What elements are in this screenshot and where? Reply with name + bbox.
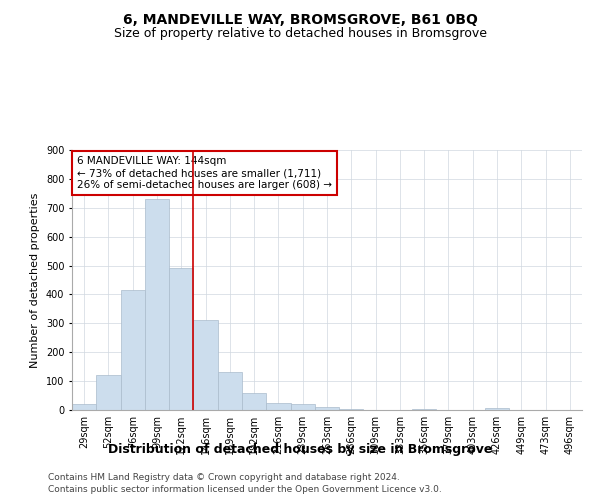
Bar xyxy=(412,408,436,410)
Bar xyxy=(315,407,339,410)
Text: Contains public sector information licensed under the Open Government Licence v3: Contains public sector information licen… xyxy=(48,485,442,494)
Text: Contains HM Land Registry data © Crown copyright and database right 2024.: Contains HM Land Registry data © Crown c… xyxy=(48,472,400,482)
Bar xyxy=(145,199,169,410)
Bar xyxy=(485,408,509,410)
Bar xyxy=(290,404,315,410)
Y-axis label: Number of detached properties: Number of detached properties xyxy=(31,192,40,368)
Bar xyxy=(266,403,290,410)
Text: Distribution of detached houses by size in Bromsgrove: Distribution of detached houses by size … xyxy=(108,442,492,456)
Bar xyxy=(218,372,242,410)
Bar xyxy=(242,392,266,410)
Bar xyxy=(121,290,145,410)
Bar xyxy=(193,320,218,410)
Bar xyxy=(72,404,96,410)
Text: Size of property relative to detached houses in Bromsgrove: Size of property relative to detached ho… xyxy=(113,28,487,40)
Bar xyxy=(169,268,193,410)
Text: 6, MANDEVILLE WAY, BROMSGROVE, B61 0BQ: 6, MANDEVILLE WAY, BROMSGROVE, B61 0BQ xyxy=(122,12,478,26)
Text: 6 MANDEVILLE WAY: 144sqm
← 73% of detached houses are smaller (1,711)
26% of sem: 6 MANDEVILLE WAY: 144sqm ← 73% of detach… xyxy=(77,156,332,190)
Bar xyxy=(339,408,364,410)
Bar xyxy=(96,376,121,410)
